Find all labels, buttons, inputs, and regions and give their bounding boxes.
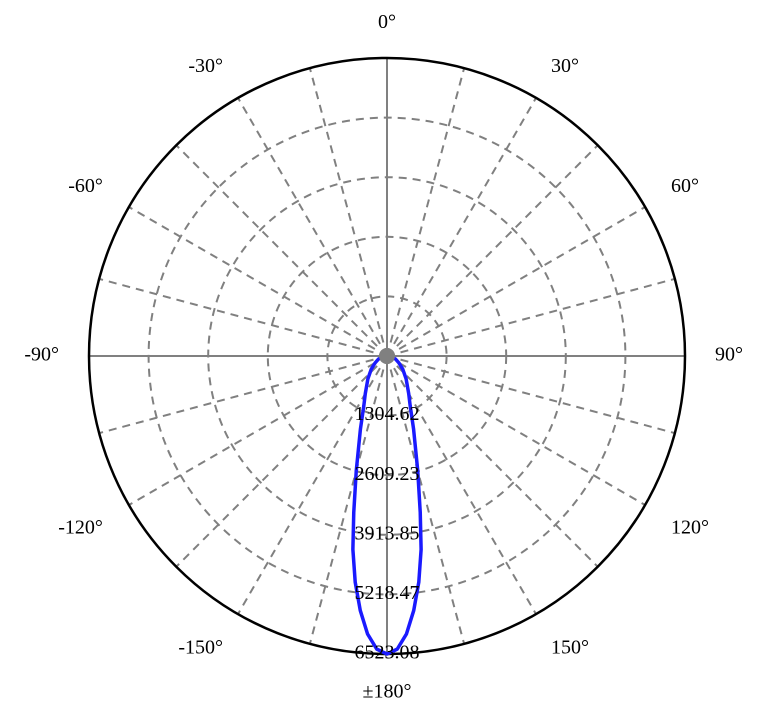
angle-label: 90° [715,344,743,366]
polar-chart: 90° 60° 30° 0° -30° -60° -90° -120° -150° ±180° 15… [0,0,774,713]
radial-label: 2609.23 [355,463,420,485]
angle-label: -60° [68,175,103,197]
radial-label: 5218.47 [355,582,420,604]
radial-label: 3913.85 [355,522,420,544]
radial-label: 6523.08 [355,642,420,664]
angle-label: 150° [551,637,589,659]
angle-label: -90° [24,344,59,366]
radial-label: 1304.62 [355,403,420,425]
center-dot [379,348,395,364]
angle-label: -30° [188,55,223,77]
angle-label: -150° [178,637,223,659]
angle-label: 60° [671,175,699,197]
angle-label: -120° [58,517,103,539]
angle-label: ±180° [363,681,412,703]
angle-label: 0° [378,11,396,33]
angle-label: 120° [671,517,709,539]
angle-label: 30° [551,55,579,77]
